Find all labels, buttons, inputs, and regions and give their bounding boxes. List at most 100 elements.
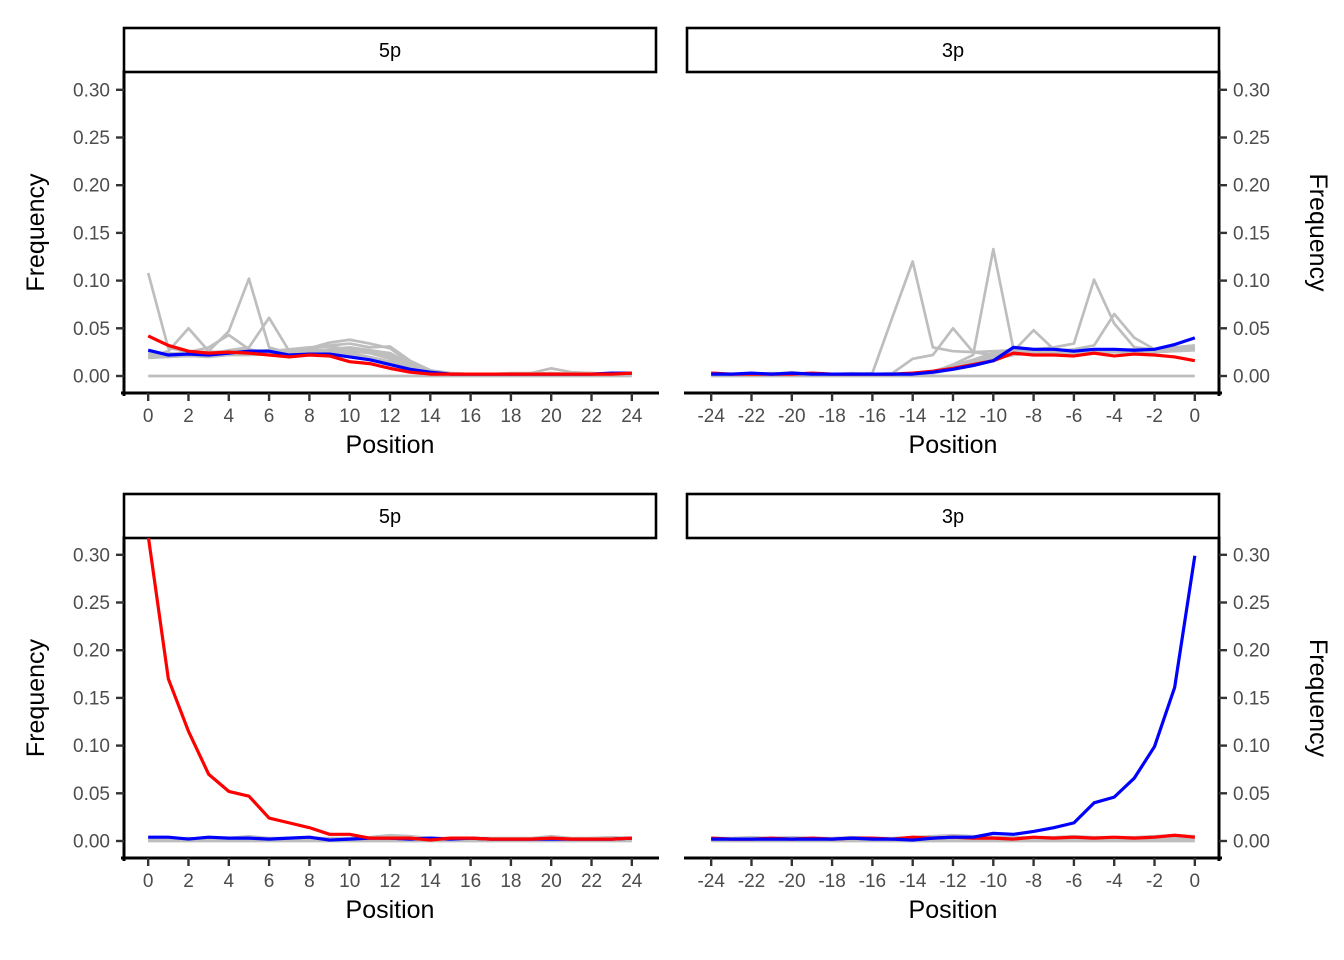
x-tick-label: 10 <box>339 406 360 427</box>
x-tick-label: -24 <box>697 406 725 427</box>
x-tick-label: -12 <box>939 871 966 892</box>
x-tick-label: -2 <box>1146 406 1163 427</box>
x-tick-label: -20 <box>778 406 805 427</box>
x-tick-label: 22 <box>581 871 602 892</box>
y-tick-label: 0.30 <box>1233 80 1270 101</box>
x-tick-label: 12 <box>379 406 400 427</box>
facet-panel-top-5p: 5p0 2 4 6 8 10 12 14 16 18 20 22 240.000.050.100.150… <box>22 26 659 459</box>
x-tick-label: 0 <box>143 871 154 892</box>
y-axis-title: Frequency <box>1304 173 1332 292</box>
facet-strip <box>122 26 658 74</box>
x-tick-label: 0 <box>1190 406 1201 427</box>
x-tick-label: 0 <box>143 406 154 427</box>
y-tick-label: 0.00 <box>1233 832 1270 853</box>
y-tick-label: 0.25 <box>1233 593 1270 614</box>
x-tick-label: -22 <box>738 406 765 427</box>
facet-strip-label: 5p <box>379 506 401 528</box>
x-tick-label: 4 <box>223 871 234 892</box>
x-tick-label: 10 <box>339 871 360 892</box>
facet-panel-top-3p: 3p-24 -22 -20 -18 -16 -14 -12 -10 -8 -6 -4 -2 00.000… <box>684 26 1332 459</box>
y-tick-label: 0.30 <box>1233 545 1270 566</box>
facet-panel-bottom-5p: 5p0 2 4 6 8 10 12 14 16 18 20 22 240.000.050.100.150… <box>22 492 659 924</box>
y-tick-label: 0.30 <box>73 545 110 566</box>
y-tick-label: 0.20 <box>73 176 110 197</box>
series-red-line <box>147 334 632 376</box>
y-tick-label: 0.00 <box>73 832 110 853</box>
x-tick-label: 12 <box>379 871 400 892</box>
x-tick-label: 2 <box>183 871 194 892</box>
x-tick-label: 8 <box>304 406 315 427</box>
y-tick-label: 0.05 <box>73 784 110 805</box>
x-tick-label: -8 <box>1025 406 1042 427</box>
y-tick-label: 0.00 <box>73 367 110 388</box>
x-tick-label: 18 <box>500 871 521 892</box>
facet-strip <box>685 26 1221 74</box>
y-tick-label: 0.05 <box>1233 319 1270 340</box>
series-blue-line <box>711 555 1197 842</box>
facet-panel-bottom-3p: 3p-24 -22 -20 -18 -16 -14 -12 -10 -8 -6 -4 -2 00.000… <box>684 492 1332 924</box>
y-tick-label: 0.30 <box>73 80 110 101</box>
x-tick-label: -8 <box>1025 871 1042 892</box>
x-axis-title: Position <box>346 896 435 924</box>
facet-strip-label: 3p <box>942 40 964 62</box>
y-tick-label: 0.15 <box>1233 223 1270 244</box>
y-axis-title: Frequency <box>22 638 50 757</box>
y-tick-label: 0.20 <box>1233 641 1270 662</box>
x-tick-label: 16 <box>460 406 481 427</box>
facet-strip-label: 3p <box>942 506 964 528</box>
x-tick-label: -16 <box>859 406 886 427</box>
y-tick-label: 0.25 <box>73 128 110 149</box>
x-tick-label: 6 <box>264 871 275 892</box>
x-tick-label: -10 <box>980 871 1007 892</box>
x-tick-label: -14 <box>899 406 927 427</box>
x-tick-label: -6 <box>1065 406 1082 427</box>
x-tick-label: -20 <box>778 871 805 892</box>
y-tick-label: 0.10 <box>1233 271 1270 292</box>
x-tick-label: 24 <box>621 871 643 892</box>
x-tick-label: 20 <box>541 871 562 892</box>
x-tick-label: -16 <box>859 871 886 892</box>
y-tick-label: 0.10 <box>73 271 110 292</box>
y-tick-label: 0.10 <box>73 736 110 757</box>
x-tick-label: -14 <box>899 871 927 892</box>
x-axis-title: Position <box>909 896 998 924</box>
x-tick-label: -12 <box>939 406 966 427</box>
facet-strip <box>685 492 1221 540</box>
x-tick-label: 18 <box>500 406 521 427</box>
y-tick-label: 0.15 <box>73 688 110 709</box>
x-tick-label: -4 <box>1106 871 1123 892</box>
x-tick-label: 14 <box>420 406 442 427</box>
x-tick-label: 6 <box>264 406 275 427</box>
series-gray-1 <box>711 260 1195 376</box>
x-tick-label: -4 <box>1106 406 1123 427</box>
x-tick-label: 2 <box>183 406 194 427</box>
x-tick-label: 8 <box>304 871 315 892</box>
y-tick-label: 0.05 <box>1233 784 1270 805</box>
x-tick-label: -22 <box>738 871 765 892</box>
series-blue-line <box>711 336 1196 376</box>
y-tick-label: 0.05 <box>73 319 110 340</box>
x-tick-label: 16 <box>460 871 481 892</box>
y-tick-label: 0.10 <box>1233 736 1270 757</box>
facet-strip <box>122 492 658 540</box>
x-tick-label: 22 <box>581 406 602 427</box>
x-tick-label: -24 <box>697 871 725 892</box>
y-tick-label: 0.00 <box>1233 367 1270 388</box>
x-tick-label: -18 <box>818 406 845 427</box>
y-tick-label: 0.20 <box>73 641 110 662</box>
facet-strip-label: 5p <box>379 40 401 62</box>
x-axis-title: Position <box>909 431 998 459</box>
x-axis-title: Position <box>346 431 435 459</box>
y-tick-label: 0.15 <box>73 223 110 244</box>
y-axis-title: Frequency <box>22 173 50 292</box>
y-tick-label: 0.25 <box>73 593 110 614</box>
y-tick-label: 0.20 <box>1233 176 1270 197</box>
x-tick-label: 4 <box>223 406 234 427</box>
series-gray-5 <box>711 278 1195 376</box>
series-red-line <box>146 538 632 842</box>
y-tick-label: 0.15 <box>1233 688 1270 709</box>
x-tick-label: 14 <box>420 871 442 892</box>
x-tick-label: -10 <box>980 406 1007 427</box>
